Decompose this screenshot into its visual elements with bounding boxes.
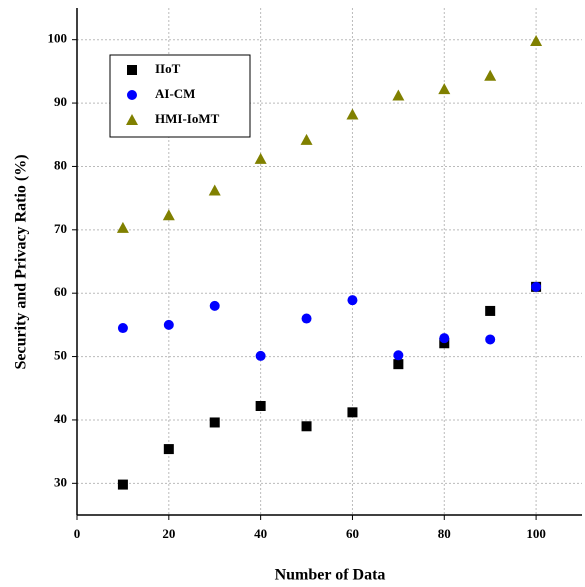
marker xyxy=(209,300,220,311)
marker xyxy=(117,323,128,334)
y-tick-label: 90 xyxy=(54,94,67,109)
marker xyxy=(392,89,405,101)
x-tick-label: 100 xyxy=(526,526,546,541)
y-tick-label: 40 xyxy=(54,411,67,426)
marker xyxy=(300,133,313,145)
marker xyxy=(438,83,451,95)
marker xyxy=(485,305,496,316)
x-tick-label: 60 xyxy=(346,526,359,541)
legend-label: IIoT xyxy=(155,61,181,76)
legend-label: HMI-IoMT xyxy=(155,111,220,126)
y-tick-label: 70 xyxy=(54,221,67,236)
marker xyxy=(530,34,543,46)
legend-marker xyxy=(127,90,137,100)
marker xyxy=(116,221,129,233)
y-tick-label: 50 xyxy=(54,348,67,363)
marker xyxy=(208,184,221,196)
x-tick-label: 40 xyxy=(254,526,267,541)
marker xyxy=(301,313,312,324)
y-axis-title: Security and Privacy Ratio (%) xyxy=(13,154,30,369)
marker xyxy=(255,400,266,411)
x-axis-title: Number of Data xyxy=(275,567,386,584)
x-tick-label: 20 xyxy=(162,526,175,541)
marker xyxy=(301,421,312,432)
marker xyxy=(485,334,496,345)
x-tick-label: 0 xyxy=(74,526,81,541)
marker xyxy=(531,281,542,292)
marker xyxy=(347,295,358,306)
marker xyxy=(117,479,128,490)
legend-marker xyxy=(126,114,138,125)
marker xyxy=(393,359,404,370)
marker xyxy=(163,444,174,455)
y-tick-label: 60 xyxy=(54,284,67,299)
y-tick-label: 100 xyxy=(48,31,68,46)
y-tick-label: 80 xyxy=(54,157,67,172)
legend-label: AI-CM xyxy=(155,86,195,101)
marker xyxy=(484,69,497,81)
marker xyxy=(346,108,359,120)
marker xyxy=(163,319,174,330)
marker xyxy=(347,407,358,418)
x-tick-label: 80 xyxy=(438,526,451,541)
marker xyxy=(439,338,450,349)
marker xyxy=(209,417,220,428)
y-tick-label: 30 xyxy=(54,474,67,489)
marker xyxy=(254,152,267,164)
marker xyxy=(393,350,404,361)
marker xyxy=(439,333,450,344)
legend-marker xyxy=(127,65,137,75)
marker xyxy=(162,209,175,221)
marker xyxy=(255,350,266,361)
